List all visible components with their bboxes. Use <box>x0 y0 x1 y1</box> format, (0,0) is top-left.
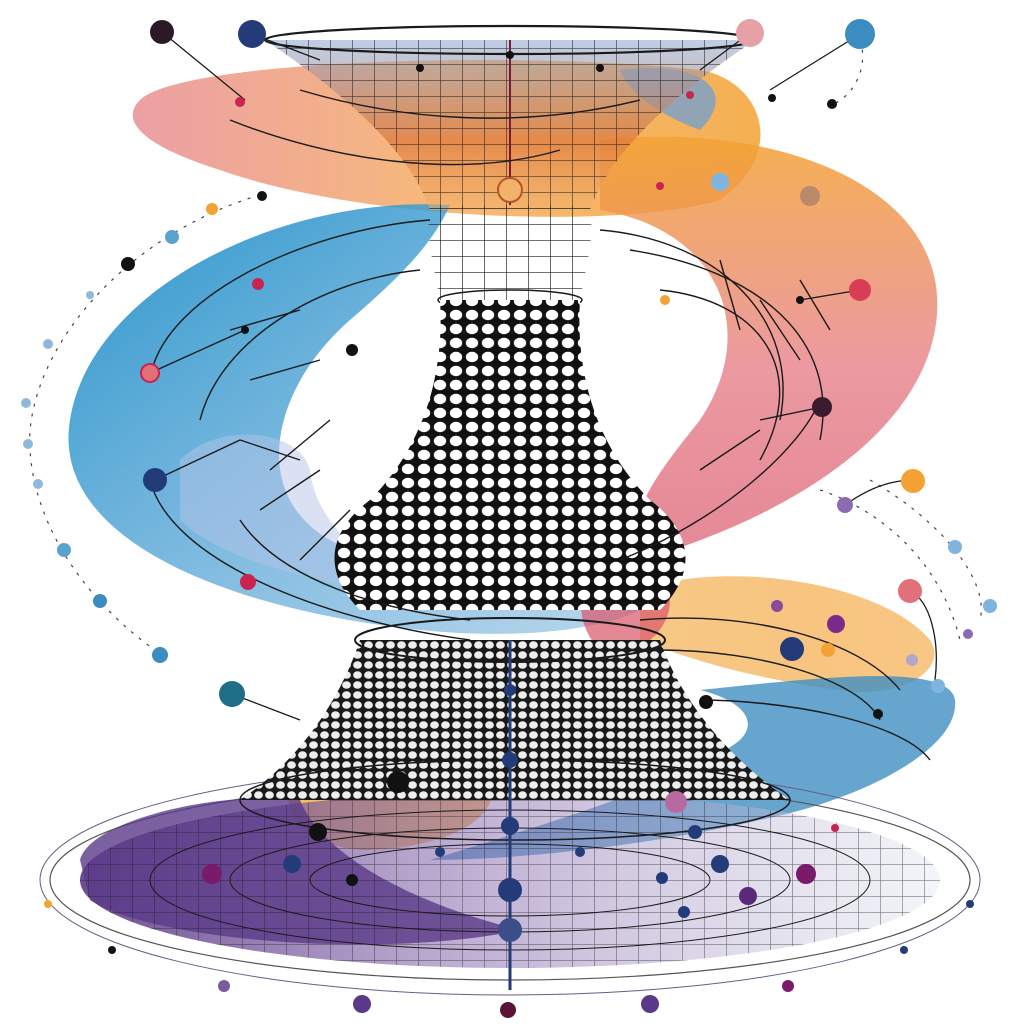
node <box>219 681 245 707</box>
node <box>948 540 962 554</box>
node <box>202 864 222 884</box>
node <box>688 825 702 839</box>
node <box>966 900 974 908</box>
node <box>235 97 245 107</box>
node <box>711 173 729 191</box>
node <box>796 864 816 884</box>
node <box>656 182 664 190</box>
node <box>257 191 267 201</box>
swirl-gridlines <box>149 89 931 761</box>
node <box>501 817 519 835</box>
node <box>768 94 776 102</box>
node <box>353 995 371 1013</box>
node <box>152 647 168 663</box>
node <box>782 980 794 992</box>
node <box>827 99 837 109</box>
node <box>497 177 523 203</box>
node <box>498 918 522 942</box>
node <box>206 203 218 215</box>
node <box>796 296 804 304</box>
node <box>831 824 839 832</box>
node <box>86 291 94 299</box>
node <box>252 278 264 290</box>
node <box>387 771 409 793</box>
node <box>506 51 514 59</box>
node <box>963 629 973 639</box>
node <box>21 398 31 408</box>
node <box>849 279 871 301</box>
node <box>665 791 687 813</box>
node <box>44 900 52 908</box>
node <box>641 995 659 1013</box>
node <box>906 654 918 666</box>
node <box>656 872 668 884</box>
mid-lavender-band <box>180 434 420 590</box>
node <box>678 906 690 918</box>
node <box>218 980 230 992</box>
node <box>739 887 757 905</box>
network-nodes <box>21 19 997 1018</box>
node <box>873 709 883 719</box>
node <box>898 579 922 603</box>
node <box>283 855 301 873</box>
node <box>900 946 908 954</box>
node <box>238 20 266 48</box>
node <box>575 847 585 857</box>
node <box>93 594 107 608</box>
lower-right-blue-ribbon <box>430 676 956 860</box>
node <box>771 600 783 612</box>
node <box>108 946 116 954</box>
node <box>686 91 694 99</box>
node <box>812 397 832 417</box>
node <box>165 230 179 244</box>
lower-right-ribbon <box>640 576 935 692</box>
node <box>309 823 327 841</box>
node <box>780 637 804 661</box>
node <box>43 339 53 349</box>
central-mesh-column <box>334 300 686 610</box>
node <box>931 679 945 693</box>
node <box>660 295 670 305</box>
node <box>901 469 925 493</box>
node <box>33 479 43 489</box>
node <box>504 684 516 696</box>
node <box>845 19 875 49</box>
node <box>435 847 445 857</box>
upper-funnel <box>263 24 757 610</box>
node <box>57 543 71 557</box>
node <box>121 257 135 271</box>
node <box>240 574 256 590</box>
node <box>241 326 249 334</box>
node <box>800 186 820 206</box>
node <box>711 855 729 873</box>
node <box>23 439 33 449</box>
node <box>821 643 835 657</box>
node <box>416 64 424 72</box>
node <box>596 64 604 72</box>
node <box>837 497 853 513</box>
node <box>699 695 713 709</box>
node <box>150 20 174 44</box>
node <box>500 1002 516 1018</box>
node <box>983 599 997 613</box>
lower-funnel-mesh <box>240 640 790 800</box>
node <box>827 615 845 633</box>
node <box>502 752 518 768</box>
node <box>346 344 358 356</box>
node <box>346 874 358 886</box>
node <box>498 878 522 902</box>
node <box>736 19 764 47</box>
node <box>143 468 167 492</box>
node <box>140 363 160 383</box>
